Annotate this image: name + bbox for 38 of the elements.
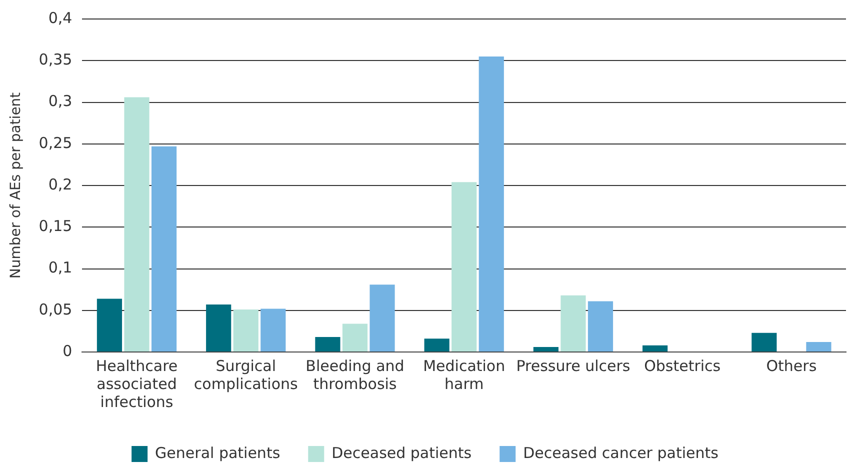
bar (752, 332, 777, 352)
bar (233, 310, 258, 352)
bar (96, 298, 122, 352)
y-tick-label: 0 (62, 342, 72, 360)
y-tick-label: 0,05 (38, 300, 72, 318)
bar (560, 295, 586, 352)
legend-label: Deceased patients (332, 444, 472, 462)
y-tick-label: 0,15 (38, 217, 72, 236)
bar (342, 324, 368, 352)
y-tick-label: 0,2 (48, 175, 72, 194)
bar (588, 301, 614, 352)
bar (370, 284, 395, 352)
bar (452, 182, 477, 352)
bar (206, 304, 232, 352)
bar (533, 347, 558, 352)
bar (424, 338, 450, 352)
legend-label: Deceased cancer patients (523, 444, 719, 462)
x-tick-label: Surgical complications (194, 356, 298, 393)
bar (151, 146, 177, 352)
y-tick-label: 0,3 (48, 92, 72, 110)
y-axis-title: Number of AEs per patient (8, 92, 24, 279)
y-tick-label: 0,35 (38, 50, 72, 69)
bar (478, 56, 504, 352)
x-tick-label: Medication harm (423, 356, 506, 393)
bar (315, 337, 340, 352)
bar (642, 345, 668, 352)
bar (806, 342, 832, 352)
y-tick-label: 0,25 (38, 134, 72, 152)
x-tick-label: Others (766, 356, 817, 375)
x-tick-label: Bleeding and thrombosis (306, 356, 404, 393)
x-tick-label: Pressure ulcers (516, 356, 630, 375)
y-tick-label: 0,1 (48, 258, 72, 277)
x-tick-label: Healthcare associated infections (96, 356, 178, 411)
y-tick-label: 0,4 (48, 8, 72, 27)
bar (124, 97, 150, 352)
bar (260, 308, 286, 352)
legend-label: General patients (155, 444, 280, 462)
x-tick-label: Obstetrics (644, 356, 721, 375)
